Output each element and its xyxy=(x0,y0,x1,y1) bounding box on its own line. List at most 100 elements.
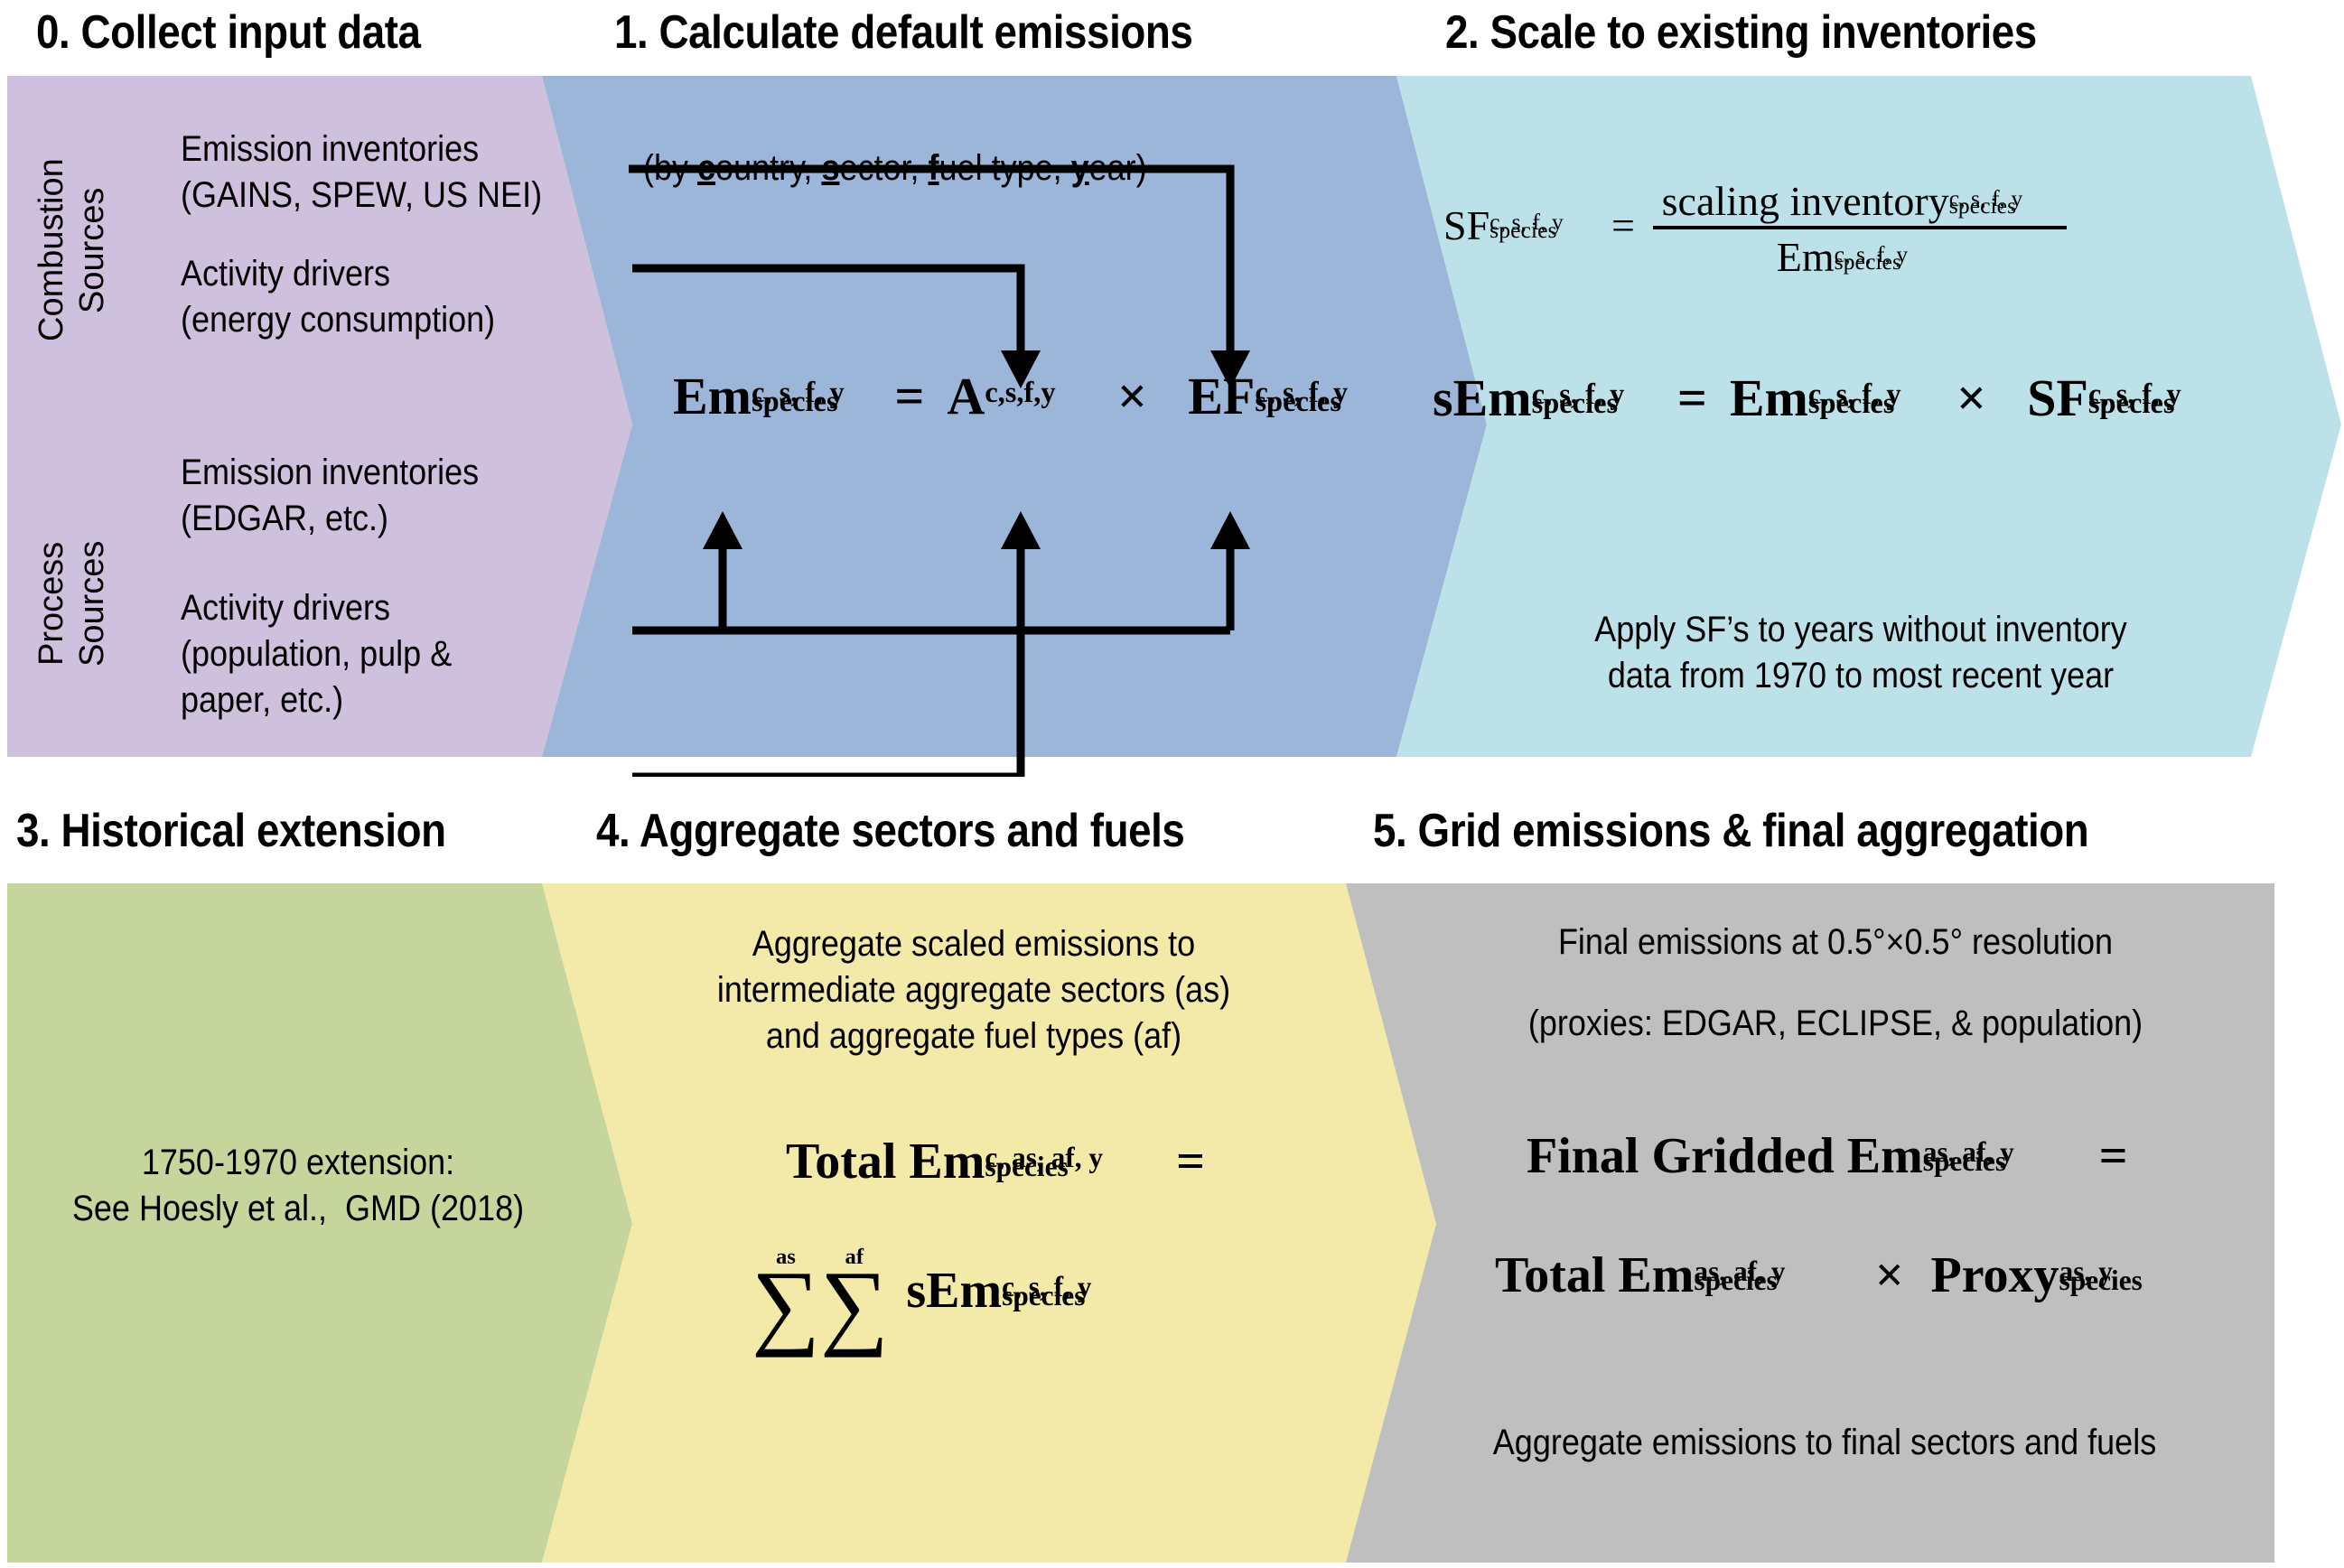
step4-lhs-prefix: Total xyxy=(786,1134,910,1190)
step2-term2-sup: c, s, f, y xyxy=(2087,378,2181,411)
heading-step-4: 4. Aggregate sectors and fuels xyxy=(596,805,1185,857)
step2-sf-den-base: Em xyxy=(1776,234,1835,280)
step4-summand-sub: species xyxy=(1002,1279,1086,1311)
step2-lhs-sup: c, s, f, y xyxy=(1531,378,1625,411)
step1-lhs-sup: c, s, f, y xyxy=(752,376,845,409)
step2-sf-fraction: scaling inventory c, s, f, y species Em c, … xyxy=(1652,181,2067,280)
step2-sf-equals: = xyxy=(1611,201,1635,248)
step1-word-country: ountry, xyxy=(715,148,822,189)
step1-word-sector: ector, xyxy=(839,148,929,189)
step4-equation-line2: as ∑ af ∑ sEm c, s, f, y species xyxy=(752,1245,1091,1358)
step2-term1-sup: c, s, f, y xyxy=(1807,378,1901,411)
step1-key-c: c xyxy=(697,148,716,189)
step5-note-bottom: Aggregate emissions to final sectors and… xyxy=(1492,1423,2157,1462)
step5-equation-line2: Total Em as, af, y species × Proxy as, y speci… xyxy=(1495,1247,2143,1303)
step2-sf-lhs: SF c, s, f, y species xyxy=(1443,201,1564,248)
arrowhead-up-em xyxy=(703,511,742,549)
step5-term2: Proxy as, y species xyxy=(1930,1250,2142,1301)
step1-key-s: s xyxy=(821,148,840,189)
step5-lhs: Em as, af, y species xyxy=(1846,1128,2014,1184)
step2-term1: Em c, s, f, y species xyxy=(1729,369,1901,427)
step1-key-f: f xyxy=(928,148,939,189)
step4-lhs-sub: species xyxy=(985,1151,1069,1183)
process-item-1: Activity drivers (population, pulp & pap… xyxy=(181,588,453,721)
step2-sf-lhs-base: SF xyxy=(1443,201,1490,248)
step4-summand-base: sEm xyxy=(906,1262,1003,1319)
step4-lhs-sup: c, as, af, y xyxy=(985,1142,1104,1174)
step5-term1-prefix: Total xyxy=(1495,1247,1619,1303)
step1-lhs: Em c, s, f, y species xyxy=(673,367,845,425)
step5-lhs-sup: as, af, y xyxy=(1922,1136,2014,1169)
step1-term1-sup: c,s,f,y xyxy=(985,376,1056,409)
step4-sum-af-limit: af xyxy=(845,1245,864,1269)
step1-subtitle: (by country, sector, fuel type, year) xyxy=(607,99,1147,238)
combustion-item-0: Emission inventories (GAINS, SPEW, US NE… xyxy=(181,129,543,216)
sigma-icon-af: ∑ xyxy=(819,1251,889,1358)
step5-equation-line1: Final Gridded Em as, af, y species = xyxy=(1527,1131,2137,1181)
step5-note-top: Final emissions at 0.5°×0.5° resolution xyxy=(1557,922,2114,962)
step2-sf-num-sub: species xyxy=(1948,191,2017,219)
step1-term2-sub: species xyxy=(1255,385,1341,418)
arrowhead-up-ef xyxy=(1210,511,1250,549)
step4-sum-af: af ∑ xyxy=(819,1245,889,1358)
step5-lhs-base: Em xyxy=(1846,1128,1923,1184)
step5-note-proxies: (proxies: EDGAR, ECLIPSE, & population) xyxy=(1527,1003,2143,1043)
heading-step-1: 1. Calculate default emissions xyxy=(614,6,1193,59)
step2-sf-den-sub: species xyxy=(1834,247,1901,275)
step2-lhs: sEm c, s, f, y species xyxy=(1433,369,1624,427)
step4-summand-sup: c, s, f, y xyxy=(1002,1271,1092,1303)
arrowhead-up-a xyxy=(1001,511,1041,549)
step5-term1: Em as, af, y species xyxy=(1618,1250,1785,1301)
step1-lhs-base: Em xyxy=(673,367,752,425)
step1-times: × xyxy=(1116,367,1148,425)
step2-term2: SF c, s, f, y species xyxy=(2027,369,2181,427)
step5-term2-sup: as, y xyxy=(2059,1255,2113,1288)
step2-lhs-sub: species xyxy=(1531,387,1619,420)
step2-sf-den-sup: c, s, f, y xyxy=(1834,240,1909,267)
step2-term2-base: SF xyxy=(2027,369,2088,427)
step5-lhs-prefix: Final Gridded xyxy=(1527,1128,1847,1184)
step1-equals: = xyxy=(894,367,925,425)
step5-term1-sub: species xyxy=(1694,1265,1778,1297)
step1-term2: EF c, s, f, y species xyxy=(1188,367,1348,425)
step4-equation-line1: Total Em c, as, af, y species = xyxy=(786,1136,1214,1187)
process-item-0: Emission inventories (EDGAR, etc.) xyxy=(181,453,480,539)
step1-term1-base: A xyxy=(947,367,985,425)
step4-sum-as: as ∑ xyxy=(752,1246,820,1358)
step2-equals: = xyxy=(1676,369,1707,427)
step2-lhs-base: sEm xyxy=(1433,369,1532,427)
step4-equals: = xyxy=(1176,1134,1206,1190)
step1-word-year: ear) xyxy=(1088,148,1147,189)
step5-times: × xyxy=(1874,1247,1904,1303)
step4-lhs: Em c, as, af, y species xyxy=(909,1134,1103,1190)
step2-sf-lhs-sup: c, s, f, y xyxy=(1490,209,1564,236)
step2-term1-base: Em xyxy=(1729,369,1808,427)
heading-step-2: 2. Scale to existing inventories xyxy=(1445,6,2037,59)
step4-lhs-base: Em xyxy=(909,1134,985,1190)
step2-equation: sEm c, s, f, y species = Em c, s, f, y speci… xyxy=(1433,369,2181,427)
step2-sf-num-sup: c, s, f, y xyxy=(1948,184,2023,211)
step2-term1-sub: species xyxy=(1807,387,1895,420)
step2-term2-sub: species xyxy=(2087,387,2175,420)
arrow-process-activity-to-a xyxy=(632,542,1025,777)
step2-sf-num-base: scaling inventory xyxy=(1661,178,1949,224)
step1-term2-base: EF xyxy=(1188,367,1256,425)
group-label-combustion: Combustion Sources xyxy=(33,158,111,342)
step1-subtitle-open: (by xyxy=(643,148,698,189)
step2-sf-denominator: Em c, s, f, y species xyxy=(1652,226,2067,280)
step2-times: × xyxy=(1956,369,1986,427)
step4-summand: sEm c, s, f, y species xyxy=(906,1262,1091,1319)
step1-lhs-sub: species xyxy=(752,385,838,418)
step1-key-y: y xyxy=(1070,148,1089,189)
step5-lhs-sub: species xyxy=(1922,1145,2007,1178)
heading-step-0: 0. Collect input data xyxy=(36,6,421,59)
heading-step-3: 3. Historical extension xyxy=(16,805,446,857)
step2-sf-numerator: scaling inventory c, s, f, y species xyxy=(1653,181,2067,226)
group-label-process: Process Sources xyxy=(33,540,111,667)
sigma-icon-as: ∑ xyxy=(752,1251,820,1358)
arrow-activity-to-a xyxy=(632,264,1025,357)
step5-equals: = xyxy=(2098,1128,2128,1184)
step2-sf-lhs-sub: species xyxy=(1490,216,1557,243)
